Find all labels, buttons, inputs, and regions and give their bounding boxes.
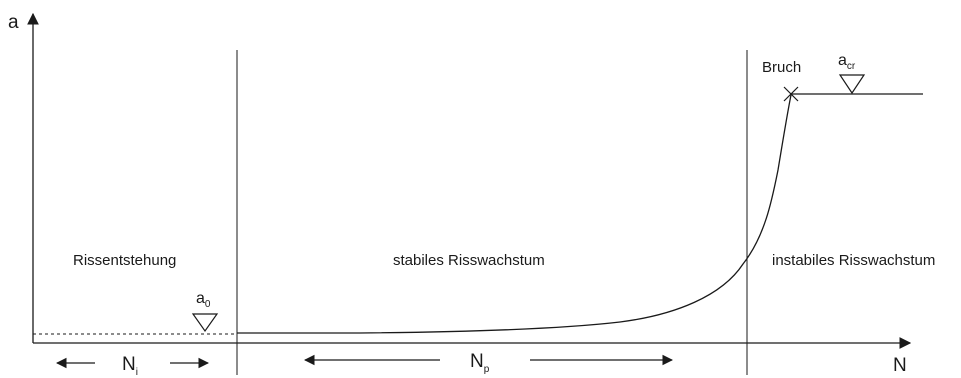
acr-label: acr <box>838 52 856 72</box>
region-label-unstable: instabiles Risswachstum <box>772 252 935 269</box>
fracture-point-marker <box>783 86 799 102</box>
a0-label: a0 <box>196 290 211 310</box>
acr-level-triangle-icon <box>838 74 866 95</box>
region-label-stable: stabiles Risswachstum <box>393 252 545 269</box>
np-label: Np <box>470 351 490 375</box>
y-axis-label: a <box>8 12 19 33</box>
fracture-label: Bruch <box>762 59 801 76</box>
x-axis-label: N <box>893 355 907 376</box>
region-label-initiation: Rissentstehung <box>73 252 176 269</box>
a0-level-triangle-icon <box>191 313 219 333</box>
crack-growth-curve <box>237 94 792 334</box>
ni-label: Ni <box>122 354 138 378</box>
